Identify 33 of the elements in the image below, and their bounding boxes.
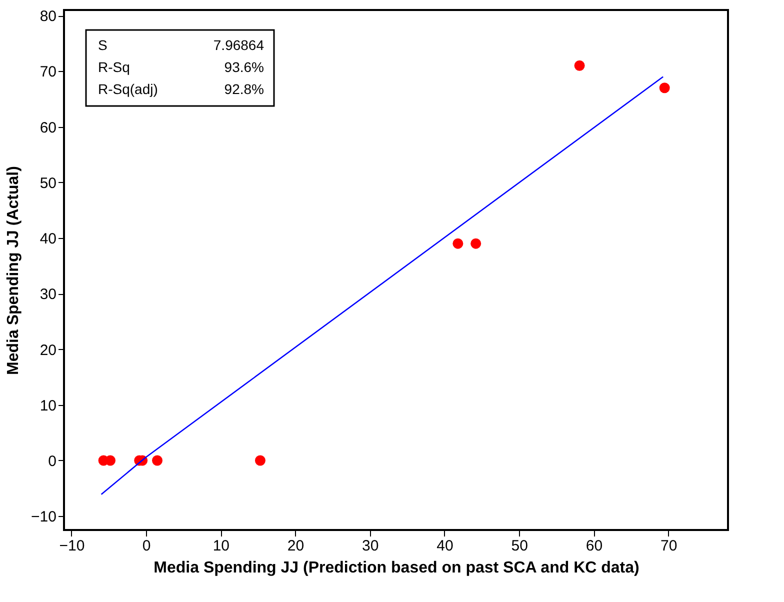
annotation: R-Sq(adj) xyxy=(98,81,158,97)
point xyxy=(470,238,482,249)
point xyxy=(152,455,162,466)
y-tick-label: 0 xyxy=(48,452,56,470)
y-tick-label: 60 xyxy=(40,119,56,136)
point xyxy=(254,455,266,466)
y-tick-label: 30 xyxy=(40,286,56,304)
x-tick-label: 30 xyxy=(362,538,379,554)
x-tick-label: −10 xyxy=(59,538,85,554)
x-tick-label: 10 xyxy=(212,538,230,554)
point xyxy=(574,60,585,71)
y-tick-label: 10 xyxy=(40,397,56,414)
y-tick-label: 80 xyxy=(40,8,56,26)
x-axis-title: Media Spending JJ (Prediction based on past SCA and KC data) xyxy=(154,560,640,576)
annotation: 92.8% xyxy=(224,81,264,97)
x-tick-label: 40 xyxy=(436,538,454,554)
x-tick-label: 60 xyxy=(586,538,603,554)
point xyxy=(452,238,464,249)
y-axis-title: Media Spending JJ (Actual) xyxy=(5,166,22,375)
y-tick-label: 70 xyxy=(40,64,56,81)
annotation: 93.6% xyxy=(224,59,264,75)
point xyxy=(659,82,670,94)
y-tick-label: 50 xyxy=(40,174,56,192)
y-tick-label: −10 xyxy=(31,508,56,526)
x-tick-label: 70 xyxy=(660,538,678,554)
y-tick-label: 20 xyxy=(40,342,56,359)
x-tick-label: 0 xyxy=(142,538,151,554)
annotation: S xyxy=(98,37,108,53)
annotation: 7.96864 xyxy=(213,37,264,53)
y-tick-label: 40 xyxy=(40,230,56,248)
x-tick-label: 50 xyxy=(511,538,528,554)
annotation: R-Sq xyxy=(98,59,130,75)
x-tick-label: 20 xyxy=(287,538,304,554)
